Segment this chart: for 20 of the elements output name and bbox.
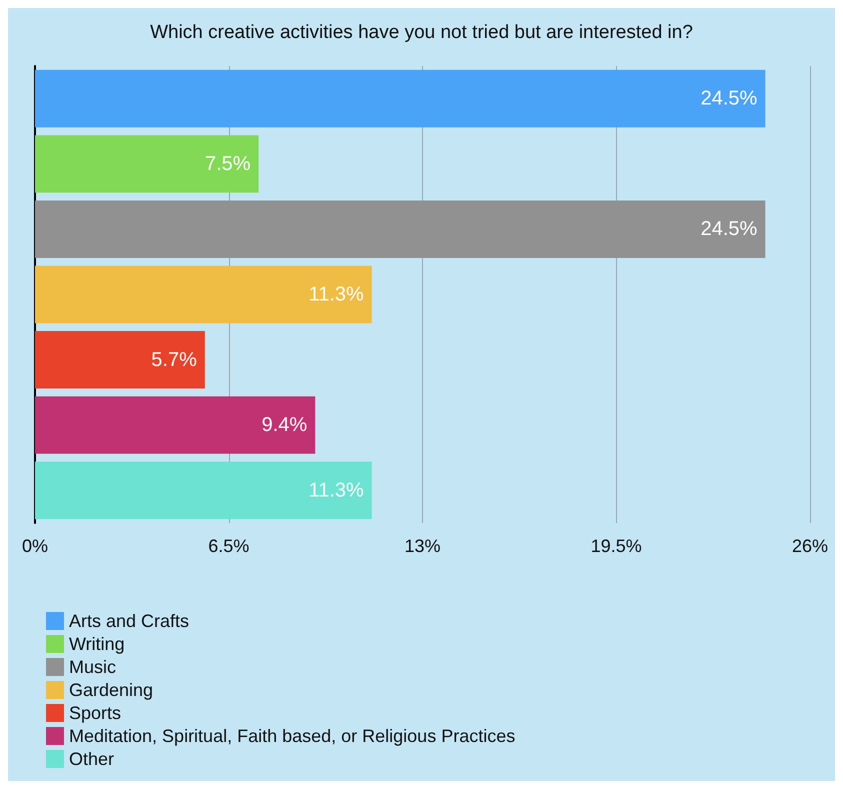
data-label: 24.5% [700, 88, 758, 110]
data-label: 11.3% [308, 479, 364, 502]
legend-label: Other [69, 749, 114, 769]
data-label: 7.5% [204, 152, 251, 175]
data-label: 9.4% [262, 414, 308, 436]
legend-label: Arts and Crafts [69, 611, 190, 631]
legend-label: Meditation, Spiritual, Faith based, or Religious Practices [69, 726, 516, 746]
x-tick-label: 6.5% [208, 536, 250, 556]
x-tick-label: 13% [404, 536, 441, 556]
chart-title: Which creative activities have you not tried but are interested in? [150, 22, 693, 43]
x-tick-label: 0% [22, 536, 48, 556]
x-tick-label: 19.5% [590, 536, 642, 556]
legend-label: Music [69, 657, 116, 677]
data-label: 5.7% [151, 348, 198, 371]
x-tick-label: 26% [792, 536, 828, 556]
data-label: 24.5% [700, 218, 758, 240]
legend-label: Writing [69, 634, 125, 654]
legend-label: Sports [69, 703, 122, 723]
legend-label: Gardening [69, 680, 154, 700]
data-label: 11.3% [308, 284, 364, 306]
